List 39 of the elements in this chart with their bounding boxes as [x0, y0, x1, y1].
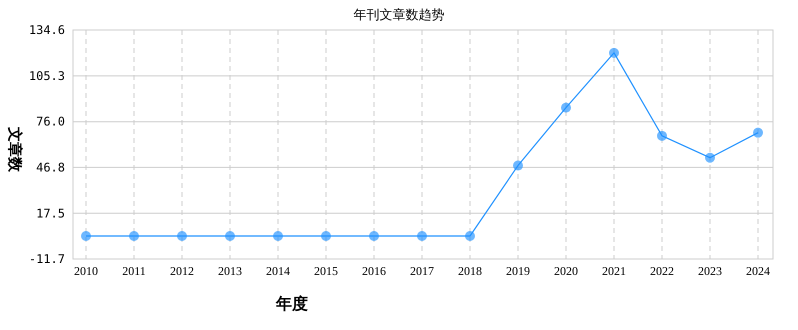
point: [321, 230, 331, 241]
x-tick-label: 2012: [170, 264, 194, 278]
y-tick-label: 105.3: [28, 68, 65, 83]
x-tick-label: 2018: [458, 264, 482, 278]
point: [465, 230, 475, 241]
y-tick-label: 76.0: [36, 114, 65, 129]
point: [273, 230, 283, 241]
x-axis-title: 年度: [275, 294, 308, 313]
point: [609, 48, 619, 58]
x-tick-label: 2014: [266, 264, 290, 278]
x-tick-label: 2011: [122, 264, 146, 278]
point: [225, 230, 235, 241]
y-axis-title: 文章数: [6, 126, 24, 173]
x-tick-label: 2021: [602, 264, 626, 278]
point: [561, 102, 571, 113]
y-tick-label: -11.7: [28, 252, 65, 266]
y-tick-label: 46.8: [36, 160, 65, 174]
chart-title: 年刊文章数趋势: [354, 7, 444, 22]
point: [417, 230, 427, 241]
x-tick-label: 2019: [506, 264, 530, 278]
y-tick-label: 17.5: [36, 206, 65, 220]
point: [753, 128, 763, 138]
x-tick-label: 2022: [650, 264, 674, 278]
x-tick-label: 2024: [746, 264, 770, 278]
point: [129, 230, 139, 241]
x-tick-label: 2010: [74, 264, 98, 278]
x-tick-label: 2020: [554, 264, 578, 278]
y-tick-label: 134.6: [28, 23, 65, 37]
point: [657, 130, 667, 141]
x-tick-label: 2016: [362, 264, 386, 278]
x-tick-label: 2017: [410, 264, 434, 278]
point: [369, 230, 379, 241]
x-tick-label: 2023: [698, 264, 722, 278]
point: [513, 160, 523, 171]
x-tick-label: 2015: [314, 264, 338, 278]
x-tick-label: 2013: [218, 264, 242, 278]
point: [81, 230, 91, 241]
point: [177, 230, 187, 241]
point: [705, 152, 715, 163]
